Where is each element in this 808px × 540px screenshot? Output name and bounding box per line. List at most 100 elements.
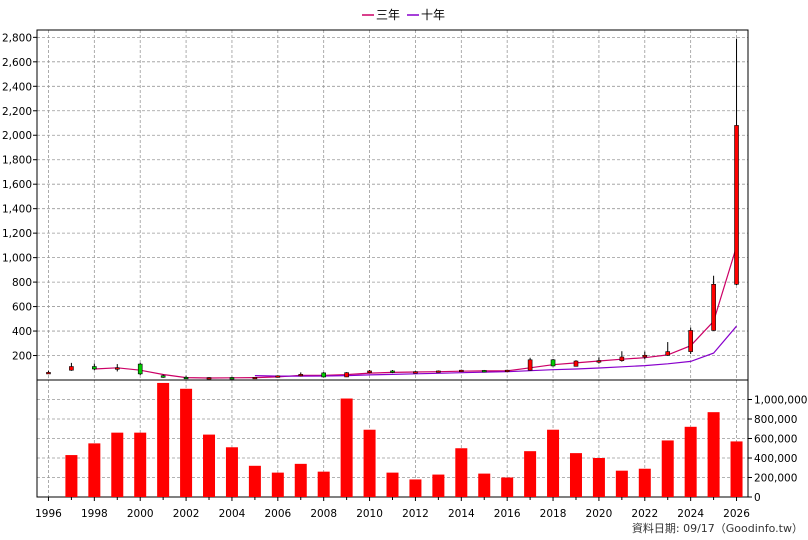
candle-body [92,366,97,370]
volume-bars [65,382,743,497]
candle-body [321,372,326,378]
year-tick-label: 2000 [127,508,154,520]
year-tick-label: 2006 [264,508,291,520]
volume-bar [730,441,743,497]
volume-bar [65,455,78,497]
candlestick [390,369,395,374]
candle-body [183,377,189,380]
price-tick-label: 200 [12,351,32,363]
year-tick-label: 2012 [402,508,429,520]
year-tick-label: 2014 [448,508,475,520]
volume-bar [317,471,330,497]
price-tick-label: 2,800 [2,32,32,44]
candle-body [275,375,281,378]
candlestick [137,362,143,376]
volume-bar [524,451,537,497]
candlestick [573,360,579,367]
year-tick-label: 2010 [356,508,383,520]
candlestick [596,357,602,364]
candlestick [275,375,281,378]
candle-body [229,377,235,380]
price-tick-label: 2,400 [2,81,32,93]
volume-bar [203,434,216,497]
candlestick [619,351,625,362]
candlestick [114,364,120,372]
candle-body [413,371,418,374]
candlestick [550,358,556,367]
candle-body [459,369,464,373]
volume-tick-label: 0 [754,492,761,504]
volume-bar [134,432,147,497]
price-plot-frame [36,29,749,381]
volume-bar [248,465,261,497]
candlestick [367,369,372,374]
candlestick [69,362,74,371]
year-tick-label: 2016 [494,508,521,520]
candle-body [688,330,693,352]
price-tick-label: 400 [12,326,32,338]
volume-bar [432,474,445,497]
candle-body [114,367,120,370]
volume-bar [225,447,238,497]
year-tick-label: 2004 [219,508,246,520]
volume-bar [271,472,284,497]
volume-bar [615,470,628,497]
year-tick-label: 2020 [586,508,613,520]
candlestick [481,369,487,373]
candlestick [160,374,166,378]
candle-body [734,125,739,285]
price-tick-label: 1,000 [2,253,32,265]
candlestick [504,369,510,373]
price-tick-label: 2,600 [2,57,32,69]
candlestick [344,372,349,378]
candle-body [252,377,258,380]
volume-bar [409,479,422,497]
candle-body [481,370,487,373]
volume-bar [501,477,514,497]
volume-bar [455,448,468,497]
volume-bar [547,429,560,497]
candlestick [298,372,304,377]
volume-tick-label: 400,000 [754,453,797,465]
candlestick [688,327,693,355]
price-tick-label: 2,000 [2,130,32,142]
candle-body [367,370,372,373]
candle-body [642,354,648,358]
volume-bar [386,472,399,497]
volume-axis-ticks: 0 200,000 400,000 600,000 800,000 1,000,000 [748,395,807,504]
volume-bar [363,429,376,497]
candle-body [298,374,304,377]
candle-body [665,351,671,356]
year-tick-label: 2026 [723,508,750,520]
candlestick [665,342,671,356]
candle-body [573,360,579,367]
volume-bar [684,426,697,497]
candlestick [46,370,51,375]
candlestick [206,377,212,380]
candlestick [642,351,648,360]
candlestick [321,372,326,378]
volume-bar [180,388,193,497]
volume-tick-label: 200,000 [754,473,797,485]
candle-body [504,369,510,373]
candlestick [459,369,464,373]
year-tick-label: 2024 [677,508,704,520]
volume-tick-label: 1,000,000 [754,395,807,407]
volume-bar [661,440,674,497]
plot-frames [36,29,749,498]
candle-body [619,356,625,361]
year-tick-label: 2008 [310,508,337,520]
candle-body [206,377,212,380]
year-tick-label: 1996 [35,508,62,520]
candle-body [550,359,556,367]
candlestick [229,376,235,380]
data-date-footer: 資料日期: 09/17（Goodinfo.tw） [632,521,803,535]
candle-body [390,370,395,373]
candle-body [46,372,51,375]
year-axis-ticks: 1996 1998 2000 2002 2004 2006 2008 2010 2012 2014… [35,497,750,520]
candle-body [160,375,166,378]
volume-bar [88,443,101,497]
volume-tick-label: 800,000 [754,414,797,426]
candlestick [413,371,418,374]
